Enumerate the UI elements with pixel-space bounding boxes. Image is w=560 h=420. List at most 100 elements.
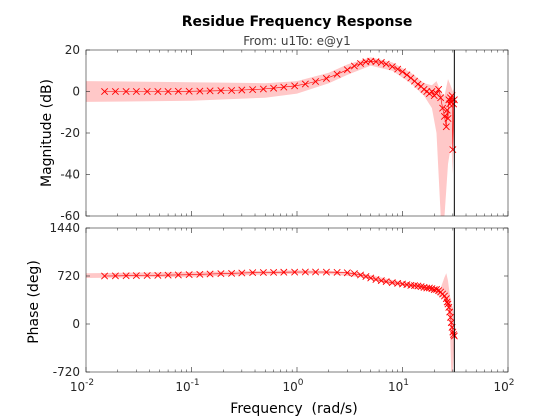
phase-data-point <box>154 271 162 279</box>
phase-data-point <box>196 270 204 278</box>
phase-data-point <box>343 269 351 277</box>
magnitude-data-point <box>443 106 451 114</box>
magnitude-data-point <box>185 87 193 95</box>
x-tick-label: 10-1 <box>175 378 199 394</box>
magnitude-data-point <box>228 86 236 94</box>
phase-data-point <box>449 328 457 336</box>
phase-data-point <box>430 286 438 294</box>
phase-data-point <box>372 275 380 283</box>
magnitude-data-point <box>343 66 351 74</box>
phase-data-point <box>122 272 130 280</box>
magnitude-data-point <box>444 114 452 122</box>
phase-data-point <box>259 268 267 276</box>
magnitude-data-point <box>398 68 407 76</box>
magnitude-y-tick-label: 20 <box>65 43 80 57</box>
phase-data-point <box>356 271 365 279</box>
magnitude-data-point <box>435 85 443 93</box>
x-tick-label: 100 <box>282 378 303 394</box>
magnitude-data-point <box>196 87 204 95</box>
phase-data-layer <box>86 268 458 372</box>
magnitude-data-point <box>322 74 330 82</box>
phase-y-tick-label: 1440 <box>49 221 80 235</box>
phase-data-point <box>362 273 370 281</box>
chart-subtitle: From: u1To: e@y1 <box>243 34 350 48</box>
x-tick-label-exponent: -2 <box>85 378 94 388</box>
magnitude-data-point <box>280 83 288 91</box>
phase-data-point <box>432 285 441 293</box>
phase-data-point <box>174 271 182 279</box>
phase-data-point <box>417 283 425 291</box>
phase-data-point <box>164 271 172 279</box>
magnitude-data-point <box>442 123 450 131</box>
magnitude-data-point <box>291 82 299 90</box>
phase-data-point <box>111 272 119 280</box>
phase-data-point <box>322 268 330 276</box>
magnitude-data-point <box>217 87 225 95</box>
magnitude-data-point <box>249 86 257 94</box>
magnitude-data-point <box>164 87 172 96</box>
phase-data-point <box>443 298 451 306</box>
magnitude-y-axis-label: Magnitude (dB) <box>39 79 55 187</box>
magnitude-data-point <box>350 62 358 70</box>
phase-y-tick-label: 720 <box>57 269 80 283</box>
phase-data-point <box>435 287 443 295</box>
phase-data-point <box>249 269 257 277</box>
magnitude-data-point <box>394 65 402 73</box>
phase-data-point <box>270 268 278 276</box>
phase-data-point <box>132 272 140 280</box>
phase-data-point <box>101 272 109 280</box>
phase-y-tick-label: -720 <box>53 365 80 379</box>
magnitude-data-point <box>301 80 309 88</box>
magnitude-y-tick-label: -60 <box>60 209 80 223</box>
magnitude-data-point <box>259 85 267 93</box>
phase-y-axis-label: Phase (deg) <box>26 260 42 344</box>
magnitude-data-point <box>122 87 130 96</box>
magnitude-uncertainty-band <box>86 57 455 216</box>
chart-title: Residue Frequency Response <box>182 14 413 30</box>
magnitude-data-point <box>428 87 436 96</box>
phase-data-point <box>217 270 225 278</box>
magnitude-data-point <box>377 58 385 66</box>
magnitude-data-point <box>101 87 109 96</box>
magnitude-data-point <box>449 146 457 154</box>
x-tick-label-exponent: 0 <box>298 378 304 388</box>
magnitude-data-point <box>388 63 396 71</box>
phase-data-point <box>312 268 320 276</box>
phase-data-point <box>333 268 341 276</box>
magnitude-response-line <box>104 60 455 150</box>
magnitude-y-tick-label: -40 <box>60 168 80 182</box>
magnitude-data-point <box>143 87 151 96</box>
phase-data-point <box>143 271 151 279</box>
magnitude-data-point <box>174 87 182 95</box>
phase-data-point <box>185 271 193 279</box>
x-tick-label: 102 <box>493 378 514 394</box>
x-tick-label-exponent: 2 <box>509 378 515 388</box>
phase-data-point <box>350 270 358 278</box>
magnitude-data-point <box>403 71 411 79</box>
magnitude-data-point <box>440 112 449 120</box>
phase-data-point <box>301 268 309 276</box>
phase-data-point <box>206 270 214 278</box>
x-axis-label: Frequency (rad/s) <box>230 401 357 417</box>
magnitude-data-point <box>111 87 119 96</box>
phase-data-point <box>382 278 390 286</box>
phase-data-point <box>238 269 246 277</box>
phase-data-point <box>280 268 288 276</box>
magnitude-data-point <box>382 60 390 68</box>
magnitude-data-point <box>437 94 445 102</box>
magnitude-data-point <box>132 87 140 96</box>
magnitude-data-point <box>439 104 447 112</box>
subtitle-to: To: e@y1 <box>295 34 351 48</box>
x-tick-label-exponent: -1 <box>191 378 200 388</box>
magnitude-data-point <box>414 80 422 88</box>
phase-data-point <box>425 284 433 292</box>
phase-plot-area <box>86 228 508 372</box>
magnitude-panel: 20 0 -20 -40 -60 <box>60 43 509 223</box>
x-tick-label: 101 <box>388 378 409 394</box>
x-tick-label: 10-2 <box>70 378 94 394</box>
magnitude-data-point <box>206 87 214 95</box>
phase-data-point <box>228 269 236 277</box>
phase-y-tick-label: 0 <box>72 317 80 331</box>
magnitude-data-point <box>270 84 278 92</box>
